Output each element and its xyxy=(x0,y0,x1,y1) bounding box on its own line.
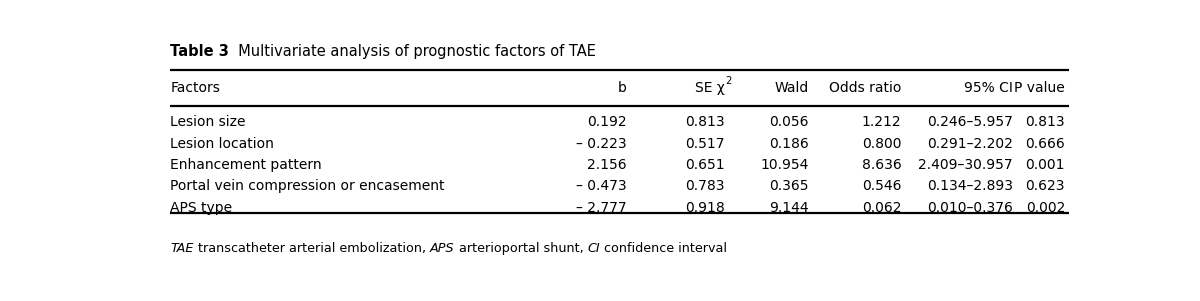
Text: Lesion size: Lesion size xyxy=(170,115,246,129)
Text: transcatheter arterial embolization,: transcatheter arterial embolization, xyxy=(194,242,430,255)
Text: APS type: APS type xyxy=(170,201,233,215)
Text: 0.002: 0.002 xyxy=(1026,201,1066,215)
Text: TAE: TAE xyxy=(170,242,194,255)
Text: 0.001: 0.001 xyxy=(1026,158,1066,172)
Text: arterioportal shunt,: arterioportal shunt, xyxy=(455,242,587,255)
Text: 0.186: 0.186 xyxy=(769,137,809,151)
Text: APS: APS xyxy=(430,242,455,255)
Text: 0.623: 0.623 xyxy=(1026,179,1066,193)
Text: – 2.777: – 2.777 xyxy=(576,201,628,215)
Text: 9.144: 9.144 xyxy=(769,201,809,215)
Text: 0.062: 0.062 xyxy=(862,201,901,215)
Text: 0.056: 0.056 xyxy=(769,115,809,129)
Text: 2.409–30.957: 2.409–30.957 xyxy=(918,158,1013,172)
Text: 0.246–5.957: 0.246–5.957 xyxy=(928,115,1013,129)
Text: Enhancement pattern: Enhancement pattern xyxy=(170,158,322,172)
Text: P value: P value xyxy=(1014,81,1066,95)
Text: 0.918: 0.918 xyxy=(685,201,725,215)
Text: 0.666: 0.666 xyxy=(1025,137,1066,151)
Text: 0.813: 0.813 xyxy=(685,115,725,129)
Text: 0.651: 0.651 xyxy=(685,158,725,172)
Text: CI: CI xyxy=(587,242,600,255)
Text: 8.636: 8.636 xyxy=(862,158,901,172)
Text: Table 3: Table 3 xyxy=(170,44,229,59)
Text: b: b xyxy=(618,81,628,95)
Text: 0.365: 0.365 xyxy=(769,179,809,193)
Text: 0.800: 0.800 xyxy=(862,137,901,151)
Text: 0.134–2.893: 0.134–2.893 xyxy=(928,179,1013,193)
Text: – 0.223: – 0.223 xyxy=(576,137,628,151)
Text: 2: 2 xyxy=(726,76,732,86)
Text: 0.517: 0.517 xyxy=(685,137,725,151)
Text: 0.546: 0.546 xyxy=(862,179,901,193)
Text: Multivariate analysis of prognostic factors of TAE: Multivariate analysis of prognostic fact… xyxy=(229,44,596,59)
Text: Wald: Wald xyxy=(774,81,809,95)
Text: 2.156: 2.156 xyxy=(588,158,628,172)
Text: confidence interval: confidence interval xyxy=(600,242,727,255)
Text: Odds ratio: Odds ratio xyxy=(829,81,901,95)
Text: Lesion location: Lesion location xyxy=(170,137,275,151)
Text: Factors: Factors xyxy=(170,81,221,95)
Text: – 0.473: – 0.473 xyxy=(576,179,628,193)
Text: 0.192: 0.192 xyxy=(588,115,628,129)
Text: Portal vein compression or encasement: Portal vein compression or encasement xyxy=(170,179,445,193)
Text: 0.813: 0.813 xyxy=(1026,115,1066,129)
Text: 10.954: 10.954 xyxy=(760,158,809,172)
Text: 1.212: 1.212 xyxy=(862,115,901,129)
Text: 0.291–2.202: 0.291–2.202 xyxy=(928,137,1013,151)
Text: 0.783: 0.783 xyxy=(685,179,725,193)
Text: 0.010–0.376: 0.010–0.376 xyxy=(928,201,1013,215)
Text: SE χ: SE χ xyxy=(695,81,725,95)
Text: 95% CI: 95% CI xyxy=(964,81,1013,95)
